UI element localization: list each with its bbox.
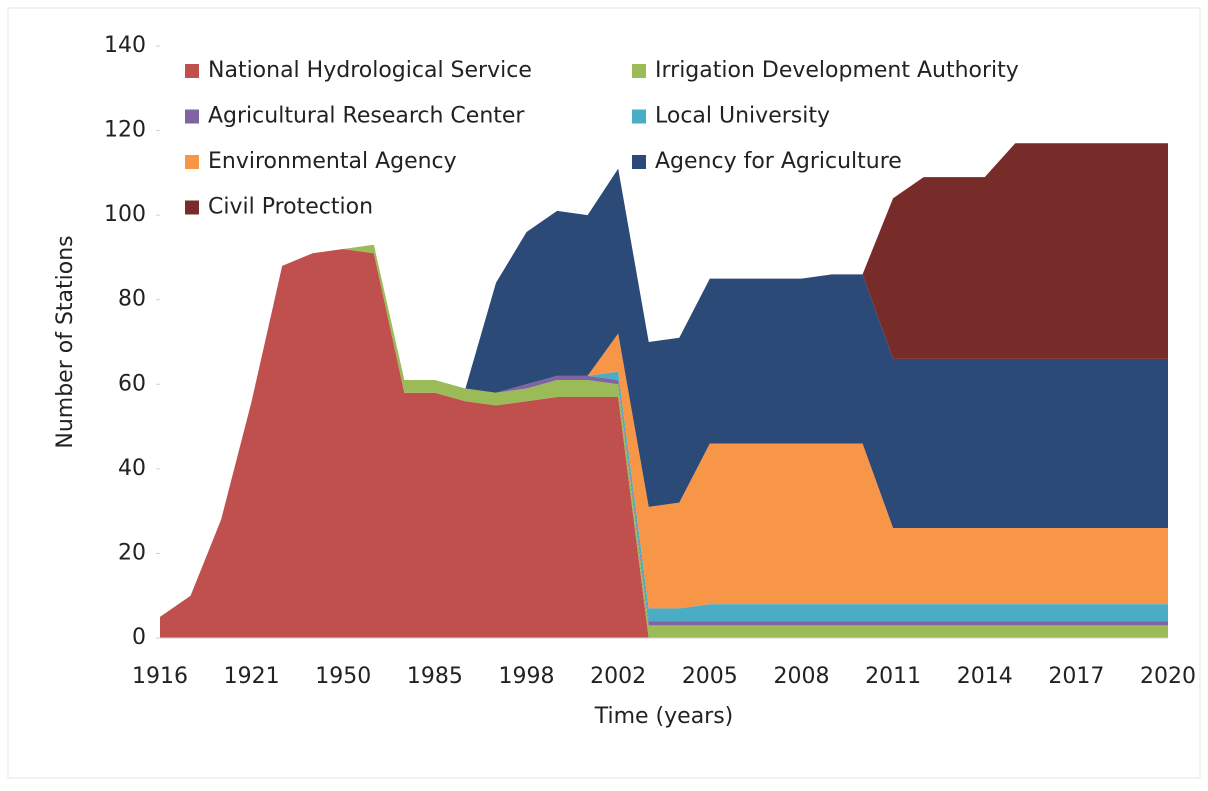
x-tick-label: 2008 [773,664,829,689]
legend-swatch [632,155,646,169]
x-tick-label: 2020 [1140,664,1196,689]
y-tick-label: 0 [132,625,146,650]
legend-label: Agricultural Research Center [208,104,525,129]
y-tick-label: 60 [118,371,146,396]
legend-label: Environmental Agency [208,149,457,174]
legend-swatch [185,200,199,215]
y-tick-label: 80 [118,287,146,312]
x-tick-label: 1921 [224,664,280,689]
legend-label: Civil Protection [208,195,373,220]
y-tick-label: 140 [104,33,146,58]
x-tick-label: 2014 [957,664,1013,689]
legend-swatch [632,64,646,78]
legend-label: Irrigation Development Authority [655,58,1019,83]
legend-swatch [185,155,199,169]
y-tick-label: 120 [104,118,146,143]
legend-swatch [632,109,646,124]
area [160,143,1168,617]
legend-label: Local University [655,104,830,129]
area [160,244,1168,617]
legend-label: Agency for Agriculture [655,149,902,174]
y-tick-label: 20 [118,540,146,565]
x-tick-label: 1998 [499,664,555,689]
x-tick-label: 1916 [132,664,188,689]
x-tick-label: 2002 [590,664,646,689]
y-tick-label: 40 [118,456,146,481]
x-tick-label: 2005 [682,664,738,689]
legend-label: National Hydrological Service [208,58,532,83]
area [160,168,1168,617]
y-axis-title: Number of Stations [53,235,78,448]
x-tick-label: 2011 [865,664,921,689]
area [160,248,1168,638]
y-tick-label: 100 [104,202,146,227]
x-tick-label: 2017 [1048,664,1104,689]
x-tick-label: 1950 [315,664,371,689]
legend-swatch [185,64,199,78]
x-axis-title: Time (years) [594,704,734,729]
x-tick-label: 1985 [407,664,463,689]
legend-swatch [185,109,199,124]
